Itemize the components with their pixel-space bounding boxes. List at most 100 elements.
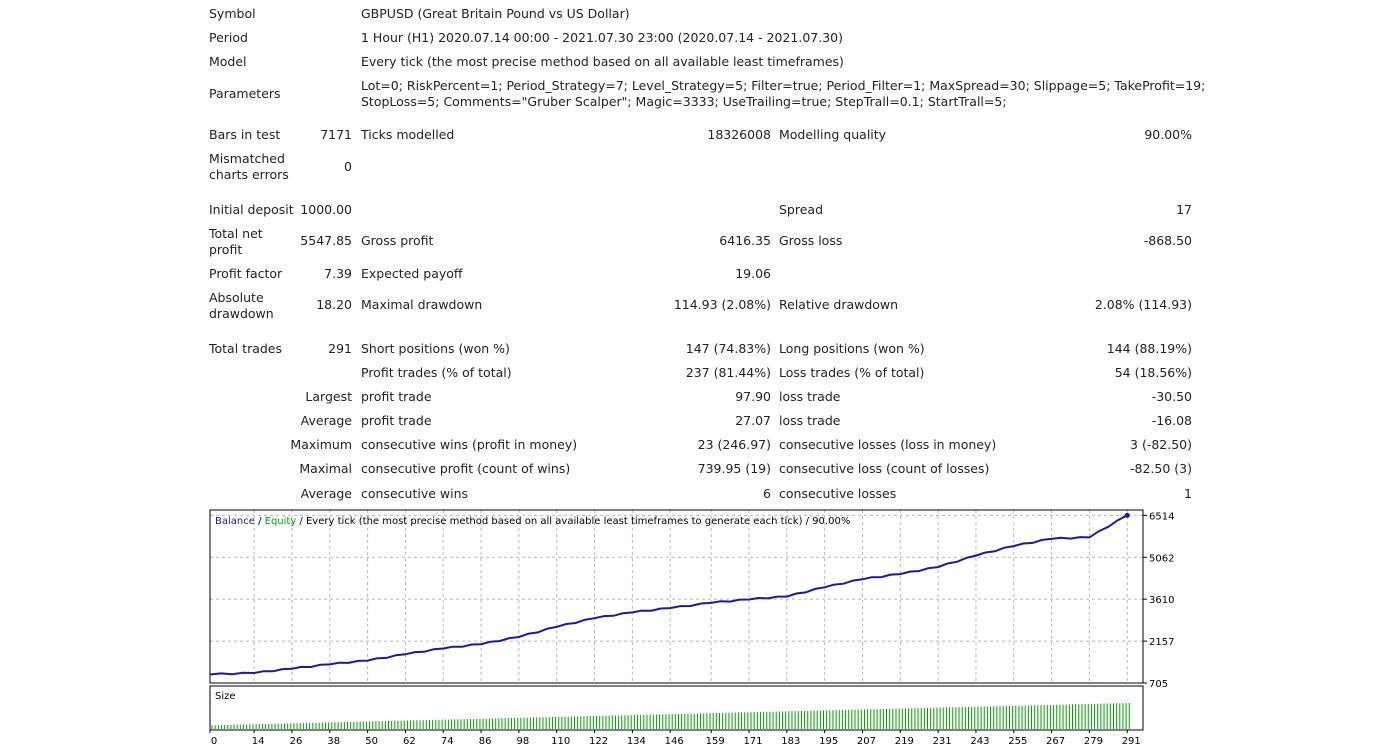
- payoff-value: 19.06: [735, 266, 771, 281]
- maximum-label: Maximum: [290, 437, 352, 452]
- x-tick-label: 231: [933, 736, 952, 747]
- legend-balance: Balance: [215, 516, 255, 527]
- quality-label: Modelling quality: [779, 127, 887, 142]
- x-axis-labels: 0 14 26 38 50 62 74 86 98 110 122 134 146 159 171 183 19…: [209, 730, 1141, 747]
- size-panel-label: Size: [215, 691, 236, 702]
- x-tick-label: 110: [551, 736, 570, 747]
- x-tick-label: 255: [1008, 736, 1027, 747]
- pf-label: Profit factor: [209, 266, 283, 281]
- profittrades-value: 237 (81.44%): [685, 365, 771, 380]
- max-wins-label: consecutive wins (profit in money): [361, 437, 578, 452]
- losstrades-label: Loss trades (% of total): [779, 365, 925, 380]
- x-tick-label: 26: [290, 736, 303, 747]
- y-axis-labels: 705 2157 3610 5062 6514: [1149, 511, 1174, 690]
- grossprofit-value: 6416.35: [719, 233, 771, 248]
- x-tick-label: 62: [403, 736, 416, 747]
- maximal-loss-value: -82.50 (3): [1130, 461, 1192, 476]
- grossloss-label: Gross loss: [779, 233, 843, 248]
- y-tick-label: 6514: [1149, 511, 1174, 522]
- ticks-value: 18326008: [707, 127, 771, 142]
- chart-legend: Balance / Equity / Every tick (the most …: [215, 516, 850, 527]
- x-tick-label: 267: [1046, 736, 1065, 747]
- maximal-profit-label: consecutive profit (count of wins): [361, 461, 571, 476]
- spread-value: 17: [1176, 202, 1192, 217]
- grossloss-value: -868.50: [1143, 233, 1192, 248]
- x-tick-label: 171: [743, 736, 762, 747]
- average-loss-label: loss trade: [779, 413, 841, 428]
- size-panel-frame: [209, 685, 1144, 731]
- pf-value: 7.39: [324, 266, 352, 281]
- period-value: 1 Hour (H1) 2020.07.14 00:00 - 2021.07.3…: [361, 30, 844, 45]
- short-value: 147 (74.83%): [685, 341, 771, 356]
- largest-loss-value: -30.50: [1151, 389, 1192, 404]
- x-tick-label: 243: [970, 736, 989, 747]
- x-tick-label: 207: [857, 736, 876, 747]
- short-label: Short positions (won %): [361, 341, 510, 356]
- deposit-value: 1000.00: [300, 202, 352, 217]
- maxdd-label: Maximal drawdown: [361, 297, 483, 312]
- avg-cons-wins-value: 6: [763, 486, 771, 501]
- model-label: Model: [209, 54, 247, 69]
- x-tick-label: 146: [665, 736, 684, 747]
- y-tick-label: 5062: [1149, 553, 1174, 564]
- deposit-label: Initial deposit: [209, 202, 294, 217]
- average-profit-label: profit trade: [361, 413, 432, 428]
- parameters-line-1: Lot=0; RiskPercent=1; Period_Strategy=7;…: [361, 78, 1206, 93]
- maximal-loss-label: consecutive loss (count of losses): [779, 461, 990, 476]
- average-loss-value: -16.08: [1151, 413, 1192, 428]
- legend-sep: /: [255, 516, 265, 527]
- balance-end-marker: [1124, 512, 1130, 518]
- size-panel: [209, 685, 1144, 731]
- x-tick-label: 159: [706, 736, 725, 747]
- long-label: Long positions (won %): [779, 341, 925, 356]
- x-tick-label: 74: [441, 736, 454, 747]
- largest-loss-label: loss trade: [779, 389, 841, 404]
- y-tick-label: 705: [1149, 679, 1168, 690]
- bars-value: 7171: [320, 127, 352, 142]
- absdd-label-line-1: Absolute: [209, 290, 264, 305]
- mismatch-value: 0: [344, 159, 352, 174]
- model-value: Every tick (the most precise method base…: [361, 54, 844, 69]
- legend-equity: Equity: [265, 516, 297, 527]
- spread-label: Spread: [779, 202, 824, 217]
- avg-cons-losses-label: consecutive losses: [779, 486, 897, 501]
- maximal-profit-value: 739.95 (19): [697, 461, 771, 476]
- bars-label: Bars in test: [209, 127, 281, 142]
- netprofit-label-line-1: Total net: [209, 226, 263, 241]
- quality-value: 90.00%: [1144, 127, 1192, 142]
- trades-label: Total trades: [209, 341, 283, 356]
- payoff-label: Expected payoff: [361, 266, 463, 281]
- netprofit-value: 5547.85: [300, 233, 352, 248]
- maxdd-value: 114.93 (2.08%): [673, 297, 771, 312]
- y-tick-label: 2157: [1149, 637, 1174, 648]
- x-tick-label: 38: [327, 736, 340, 747]
- balance-series-line: [209, 514, 1128, 676]
- x-tick-label: 50: [365, 736, 378, 747]
- symbol-value: GBPUSD (Great Britain Pound vs US Dollar…: [361, 6, 630, 21]
- x-tick-label: 122: [589, 736, 608, 747]
- parameters-label: Parameters: [209, 86, 281, 101]
- chart-frame: [209, 509, 1144, 684]
- x-tick-label: 195: [819, 736, 838, 747]
- x-tick-label: 291: [1122, 736, 1141, 747]
- legend-description: / Every tick (the most precise method ba…: [296, 516, 850, 527]
- average-consecutive-label: Average: [300, 486, 352, 501]
- x-tick-label: 183: [781, 736, 800, 747]
- largest-profit-label: profit trade: [361, 389, 432, 404]
- grossprofit-label: Gross profit: [361, 233, 434, 248]
- y-tick-label: 3610: [1149, 595, 1174, 606]
- avg-cons-losses-value: 1: [1184, 486, 1192, 501]
- chart-legend-text: Balance / Equity / Every tick (the most …: [215, 516, 850, 527]
- mismatch-label-line-1: Mismatched: [209, 151, 285, 166]
- x-tick-label: 219: [895, 736, 914, 747]
- max-wins-value: 23 (246.97): [697, 437, 771, 452]
- largest-profit-value: 97.90: [735, 389, 771, 404]
- trades-value: 291: [328, 341, 352, 356]
- symbol-label: Symbol: [209, 6, 256, 21]
- absdd-value: 18.20: [316, 297, 352, 312]
- x-tick-label: 134: [627, 736, 646, 747]
- average-label: Average: [300, 413, 352, 428]
- maximal-label: Maximal: [299, 461, 352, 476]
- reldd-value: 2.08% (114.93): [1094, 297, 1192, 312]
